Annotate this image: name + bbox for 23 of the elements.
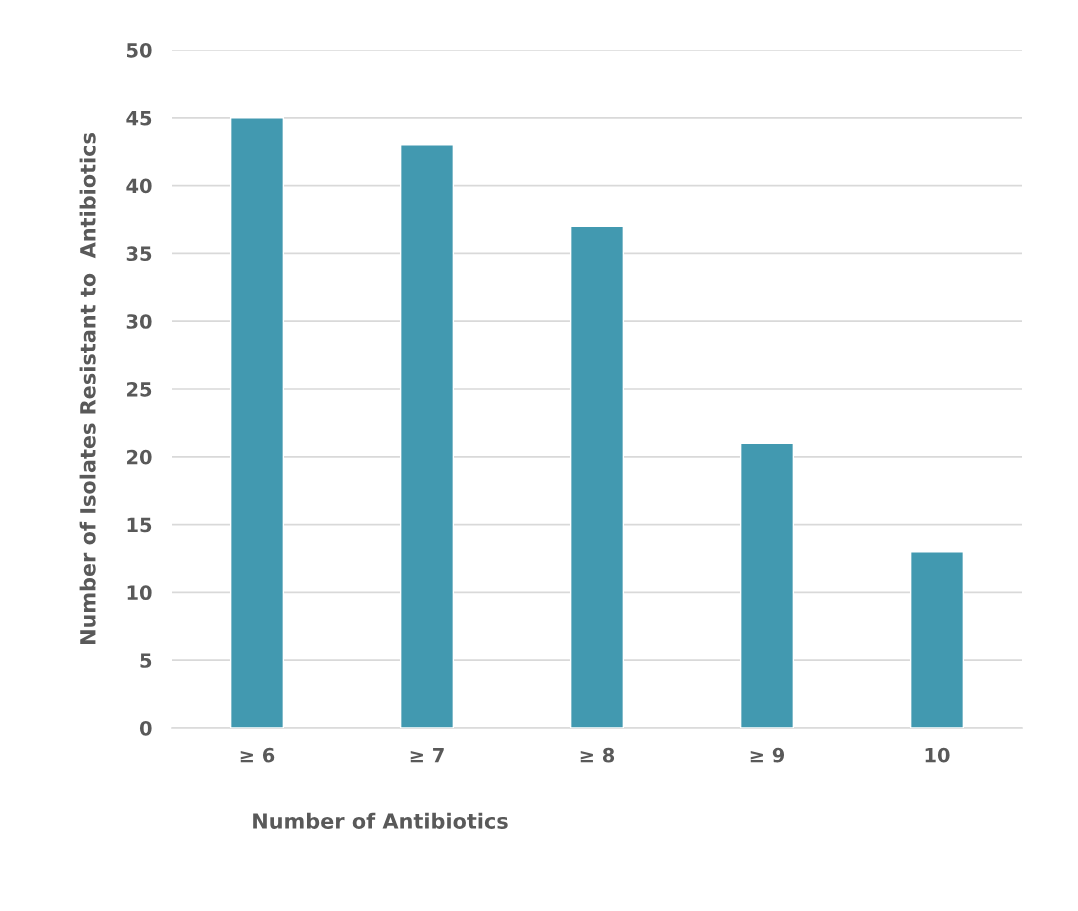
y-tick-label: 40 bbox=[126, 178, 152, 194]
bar bbox=[229, 117, 285, 728]
bar bbox=[909, 551, 965, 728]
y-tick-label: 0 bbox=[139, 720, 152, 736]
y-tick-label: 25 bbox=[127, 381, 152, 397]
x-tick-label: ≥ 7 bbox=[410, 748, 444, 763]
x-tick-label: 10 bbox=[925, 747, 950, 763]
y-tick-label: 50 bbox=[127, 42, 152, 58]
x-tick-label: ≥ 9 bbox=[750, 747, 785, 763]
y-axis-title: Number of Isolates Resistant to Antibiotics bbox=[79, 133, 96, 644]
y-tick-label: 30 bbox=[126, 314, 152, 329]
y-tick-label: 20 bbox=[127, 449, 152, 465]
y-tick-label: 45 bbox=[126, 111, 152, 126]
y-tick-label: 10 bbox=[127, 585, 152, 601]
y-tick-label: 35 bbox=[126, 246, 152, 262]
x-tick-label: ≥ 6 bbox=[240, 747, 275, 763]
bar bbox=[569, 225, 625, 728]
bar bbox=[739, 442, 795, 728]
x-tick-label: ≥ 8 bbox=[580, 747, 615, 763]
y-tick-label: 5 bbox=[140, 653, 152, 668]
x-axis-title: Number of Antibiotics bbox=[253, 812, 508, 829]
y-tick-label: 15 bbox=[127, 517, 152, 533]
bar bbox=[399, 144, 455, 728]
